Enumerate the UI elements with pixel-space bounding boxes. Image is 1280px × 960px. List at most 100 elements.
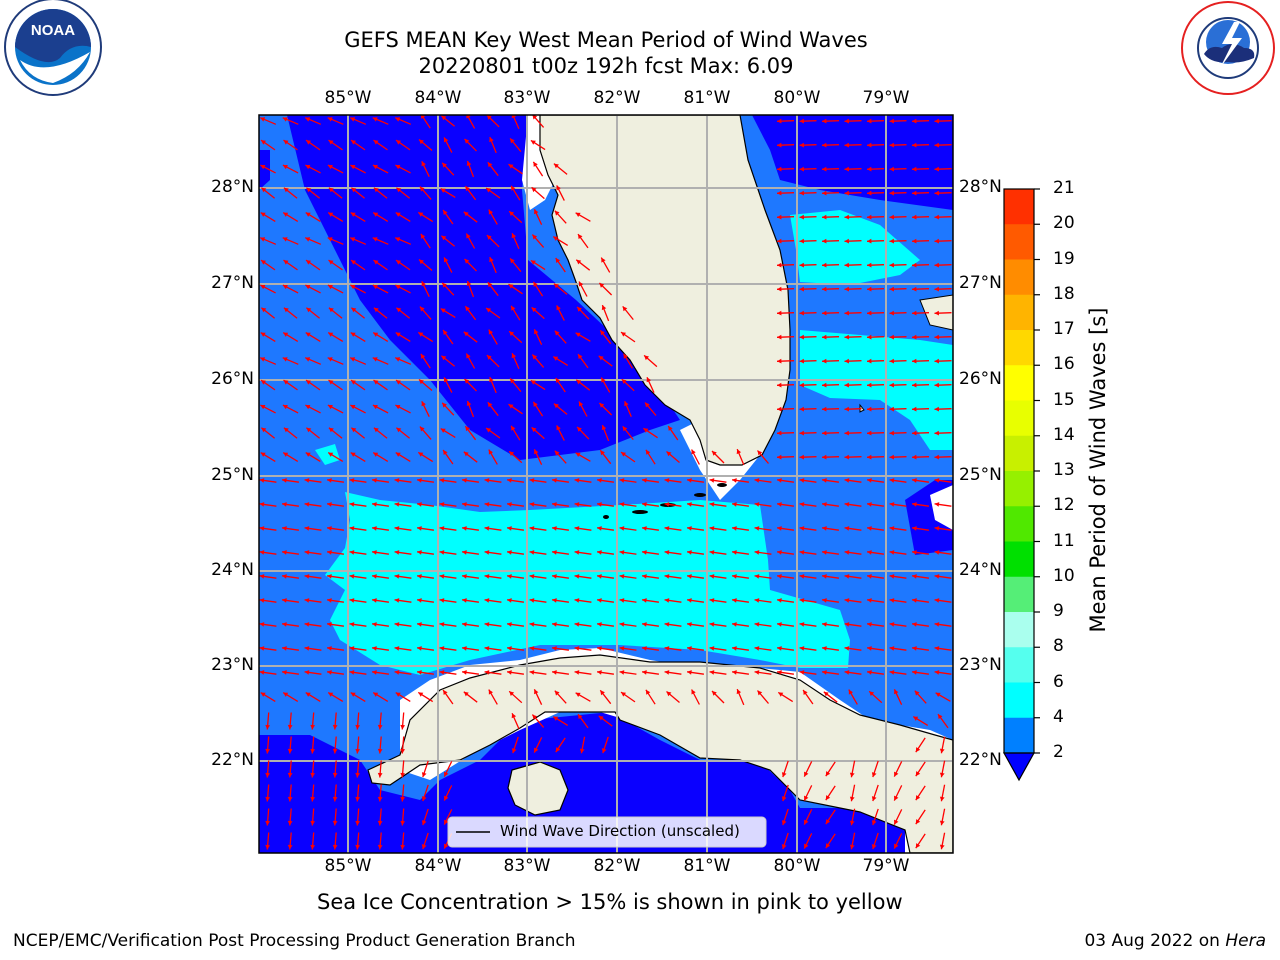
lat-tick-right: 26°N [959, 369, 1002, 389]
colorbar-segment [1004, 189, 1034, 225]
wind-arrow-head [373, 187, 379, 193]
wind-arrow-head [327, 405, 333, 410]
wind-arrow-head [421, 161, 426, 167]
wind-arrow-head [282, 357, 288, 362]
colorbar-segment [1004, 259, 1034, 296]
wind-arrow-head [894, 771, 899, 777]
wind-arrow-head [530, 140, 536, 145]
wind-arrow-head [394, 670, 400, 675]
wind-arrow-head [377, 724, 383, 730]
wind-arrow-head [400, 796, 405, 802]
wind-arrow-head [934, 478, 940, 483]
colorbar-tick-label: 16 [1053, 354, 1075, 375]
wind-arrow-head [844, 502, 850, 507]
wind-arrow-head [351, 307, 357, 313]
wind-arrow-head [508, 284, 514, 289]
wind-arrow-head [754, 598, 760, 603]
wind-arrow-head [553, 283, 559, 289]
wind-arrow-head [305, 452, 311, 457]
wind-arrow-head [804, 843, 809, 849]
wind-arrow-head [844, 622, 850, 627]
wind-arrow-head [912, 430, 917, 436]
wind-arrow-head [844, 262, 849, 268]
wind-arrow-head [418, 332, 424, 337]
wind-arrow-head [484, 502, 490, 507]
wind-arrow-head [619, 598, 625, 603]
wind-arrow-head [259, 598, 265, 603]
wind-arrow-head [575, 212, 581, 217]
wind-arrow-head [664, 574, 670, 579]
colorbar-tick-label: 21 [1053, 178, 1075, 198]
wind-arrow-head [777, 670, 782, 675]
wind-arrow-head [534, 747, 539, 753]
wind-arrow-head [799, 214, 804, 220]
wind-arrow-head [327, 646, 332, 651]
lat-tick-right: 27°N [959, 273, 1002, 293]
wind-arrow-head [599, 403, 605, 408]
wind-arrow-head [259, 622, 265, 627]
colorbar-label: Mean Period of Wind Waves [s] [1086, 307, 1110, 633]
wind-arrow-head [736, 449, 742, 455]
colorbar-segment [1004, 365, 1034, 401]
wind-arrow-head [799, 286, 804, 292]
wind-arrow-head [372, 526, 377, 531]
colorbar-segment [1004, 541, 1034, 578]
wind-arrow-head [283, 307, 289, 313]
wind-arrow-head [439, 670, 445, 675]
wind-arrow-head [420, 353, 426, 359]
wind-arrow-head [912, 526, 917, 531]
wind-arrow-head [529, 574, 535, 579]
wind-arrow-head [822, 502, 827, 507]
wind-arrow-head [327, 598, 332, 603]
wind-arrow-head [328, 332, 334, 337]
wind-arrow-head [265, 844, 270, 850]
wind-arrow-head [259, 550, 265, 555]
wind-arrow-head [529, 670, 535, 675]
wind-arrow-head [642, 502, 647, 507]
wind-arrow-head [417, 646, 422, 651]
wind-arrow-head [349, 550, 355, 555]
wind-arrow-head [259, 646, 265, 651]
wind-arrow-head [265, 772, 270, 778]
wind-arrow-head [260, 117, 266, 122]
wind-arrow-head [867, 190, 872, 196]
colorbar-tick-label: 13 [1053, 460, 1075, 480]
wind-arrow-head [777, 526, 782, 531]
wind-arrow-head [464, 258, 470, 264]
wind-arrow-head [664, 526, 670, 531]
wind-arrow-head [822, 478, 827, 483]
wind-arrow-head [577, 426, 582, 432]
wind-arrow-head [777, 454, 782, 460]
wind-arrow-head [642, 670, 647, 675]
wind-arrow-head [934, 286, 939, 292]
wind-arrow-head [666, 451, 672, 457]
wind-arrow-head [912, 382, 917, 388]
wind-arrow-head [355, 820, 360, 826]
wind-arrow-head [534, 329, 539, 335]
wind-arrow-head [777, 502, 782, 507]
wind-arrow-head [444, 795, 449, 801]
wind-arrow-head [732, 670, 737, 675]
wind-arrow-head [260, 452, 266, 457]
wind-arrow-head [574, 574, 580, 579]
wind-arrow-head [444, 771, 449, 777]
wind-arrow-head [327, 478, 332, 483]
wind-arrow-head [487, 162, 493, 168]
wind-arrow-head [600, 450, 605, 456]
wind-arrow-head [597, 622, 602, 627]
wind-arrow-head [619, 622, 625, 627]
colorbar-segment [1004, 717, 1034, 754]
wind-arrow-head [645, 449, 651, 455]
wind-arrow-head [889, 598, 895, 603]
colorbar-tick-label: 6 [1053, 671, 1064, 692]
footer-date-text: 03 Aug 2022 on [1084, 931, 1220, 951]
wind-arrow-head [310, 748, 315, 754]
wind-arrow-head [889, 430, 894, 436]
wind-arrow-head [439, 574, 445, 579]
sea-ice-caption: Sea Ice Concentration > 15% is shown in … [317, 890, 903, 914]
lon-tick-bottom: 84°W [414, 856, 462, 876]
wind-arrow-head [396, 427, 402, 433]
wind-arrow-head [889, 190, 894, 196]
wind-arrow-head [465, 306, 470, 312]
wind-arrow-head [799, 142, 804, 148]
